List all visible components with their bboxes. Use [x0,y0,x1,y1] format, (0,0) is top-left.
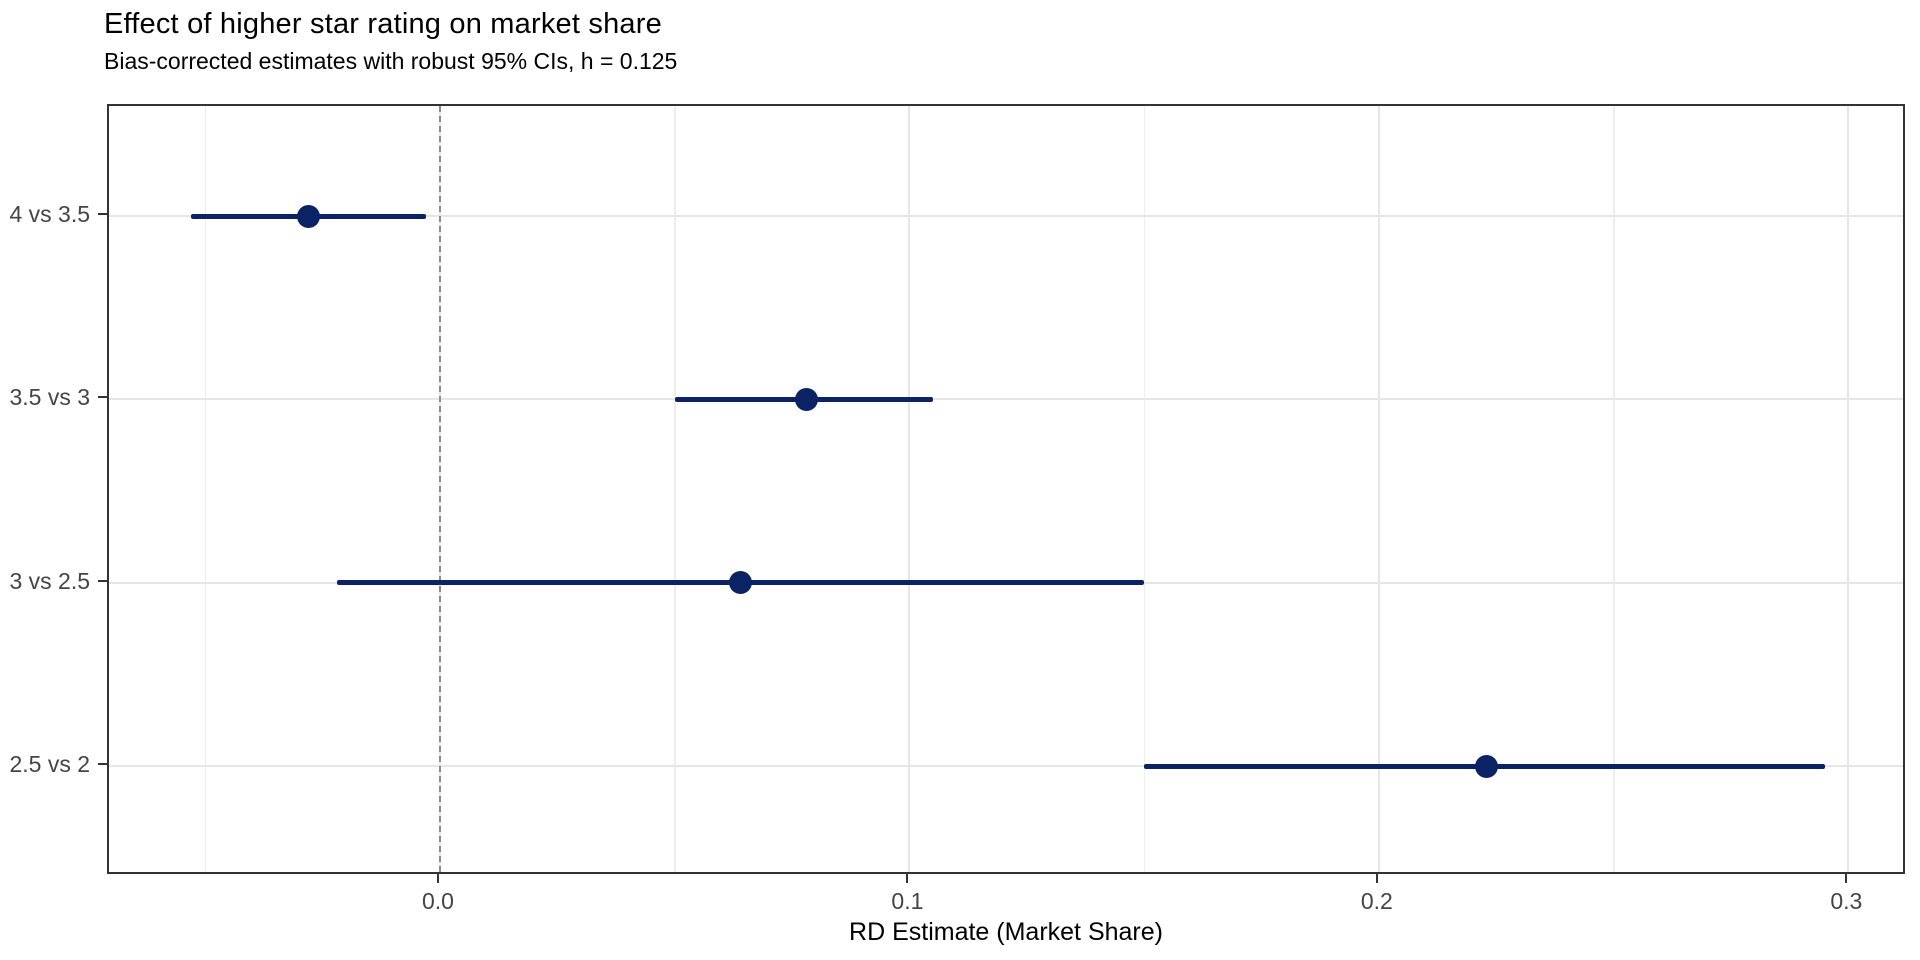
x-tick [906,874,909,883]
x-tick [1375,874,1378,883]
y-tick [98,213,107,215]
x-tick-label: 0.3 [1830,888,1863,914]
x-gridline-major [1377,106,1380,872]
chart-subtitle: Bias-corrected estimates with robust 95%… [104,48,678,74]
plot-panel [107,104,1905,874]
estimate-point-4-vs-3.5 [297,204,321,228]
zero-reference-line [438,106,441,872]
x-gridline-minor [1143,106,1146,872]
y-tick-label: 2.5 vs 2 [9,751,90,777]
x-tick [1845,874,1848,883]
estimate-point-3-vs-2.5 [728,571,752,595]
y-tick [98,396,107,399]
x-axis-title: RD Estimate (Market Share) [849,918,1163,946]
y-gridline [109,398,1903,401]
estimate-point-3.5-vs-3 [794,387,818,411]
x-gridline-major [1847,106,1850,872]
y-tick [98,579,107,582]
x-tick [436,874,439,883]
estimate-point-2.5-vs-2 [1475,754,1499,778]
x-tick-label: 0.0 [421,888,454,914]
y-gridline [109,215,1903,217]
y-gridline [109,765,1903,767]
x-tick-label: 0.2 [1360,888,1393,914]
x-gridline-minor [1613,106,1615,872]
x-gridline-minor [674,106,676,872]
chart-title: Effect of higher star rating on market s… [104,8,662,40]
y-tick [98,763,107,765]
x-gridline-minor [204,106,207,872]
y-tick-label: 3 vs 2.5 [9,567,90,594]
x-tick-label: 0.1 [891,888,924,914]
y-tick-label: 4 vs 3.5 [9,201,90,227]
y-tick-label: 3.5 vs 3 [9,384,90,411]
x-gridline-major [908,106,911,872]
